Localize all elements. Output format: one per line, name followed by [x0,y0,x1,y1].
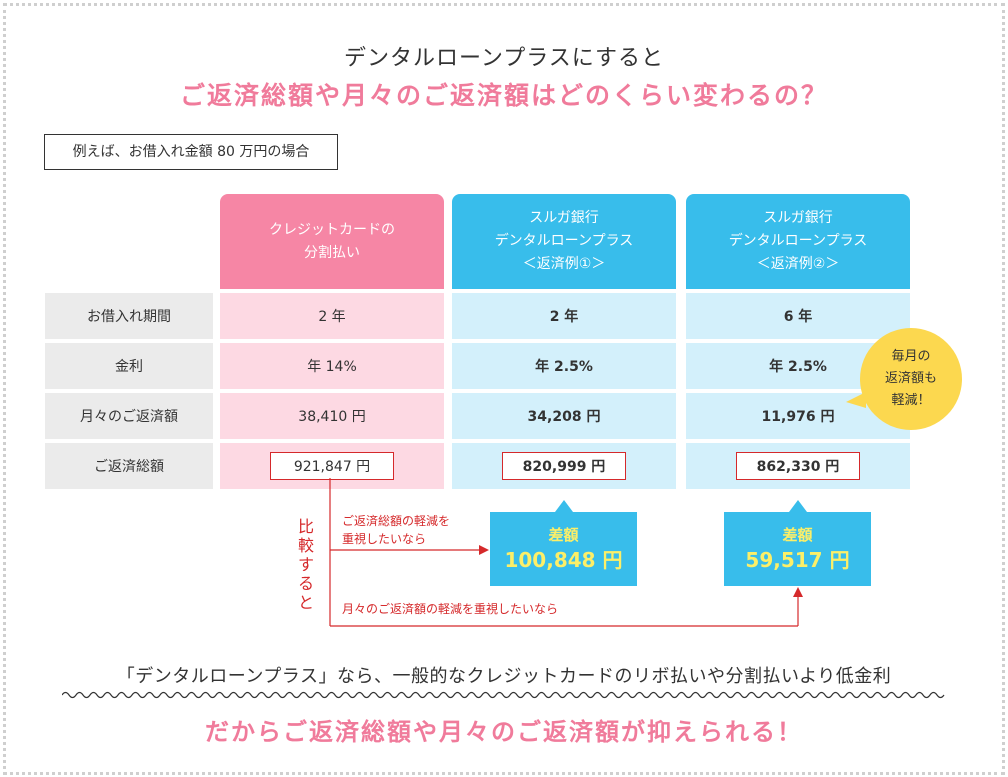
compare-char: す [297,555,314,574]
diff-box-1-tail [555,500,573,512]
difference-box-plan1: 差額 100,848 円 [490,512,637,586]
compare-char: 較 [297,536,314,555]
title-line2: ご返済総額や月々のご返済額はどのくらい変わるの？ [179,81,828,110]
compare-char: と [297,593,314,612]
monthly-reduction-bubble: 毎月の 返済額も 軽減！ [860,328,962,430]
cell-credit-monthly: 38,410 円 [220,393,444,439]
column-header-credit-card: クレジットカードの 分割払い [220,194,444,289]
cell-plan2-total: 862,330 円 [686,443,910,489]
column-header-line1: クレジットカードの [269,221,395,238]
column-header-line3: ＜返済例①＞ [522,256,606,272]
total-amount-box: 921,847 円 [270,452,394,480]
cell-plan1-total: 820,999 円 [452,443,676,489]
conclusion-line: だからご返済総額や月々のご返済額が抑えられる！ [205,718,803,746]
cell-credit-rate: 年 14% [220,343,444,389]
difference-label: 差額 [548,526,579,544]
difference-amount: 100,848 円 [504,548,623,572]
cell-credit-total: 921,847 円 [220,443,444,489]
difference-box-plan2: 差額 59,517 円 [724,512,871,586]
compare-char: 比 [297,517,314,536]
dotted-frame [3,3,1005,775]
cell-plan1-period: 2 年 [452,293,676,339]
arrow-head-up [793,587,803,597]
note-total-reduction: ご返済総額の軽減を 重視したいなら [342,512,450,548]
bubble-line3: 軽減！ [891,393,931,408]
bubble-line2: 返済額も [884,371,937,386]
column-header-plan-2: スルガ銀行 デンタルローンプラス ＜返済例②＞ [686,194,910,289]
note-total-line2: 重視したいなら [342,532,427,546]
wavy-divider [62,691,945,699]
note-monthly-reduction: 月々のご返済額の軽減を重視したいなら [342,602,559,616]
bubble-tail [846,392,866,408]
column-header-line3: ＜返済例②＞ [756,256,840,272]
summary-line: 「デンタルローンプラス」なら、一般的なクレジットカードのリボ払いや分割払いより低… [116,666,892,687]
cell-plan2-period: 6 年 [686,293,910,339]
compare-char: る [297,574,314,593]
compare-label-vertical: 比 較 す る と [296,517,316,612]
column-header-line2: デンタルローンプラス [728,233,868,249]
cell-credit-period: 2 年 [220,293,444,339]
cell-plan1-rate: 年 2.5% [452,343,676,389]
row-label-monthly: 月々のご返済額 [45,393,213,439]
total-amount-box: 862,330 円 [736,452,860,480]
column-header-line1: スルガ銀行 [763,210,833,226]
bubble-line1: 毎月の [891,349,931,364]
column-header-plan-1: スルガ銀行 デンタルローンプラス ＜返済例①＞ [452,194,676,289]
arrow-head-right [479,545,489,555]
difference-label: 差額 [782,526,813,544]
column-header-line2: 分割払い [304,244,360,261]
column-header-line2: デンタルローンプラス [494,233,634,249]
row-label-rate: 金利 [45,343,213,389]
note-total-line1: ご返済総額の軽減を [342,514,451,528]
example-note: 例えば、お借入れ金額 80 万円の場合 [44,134,338,170]
title-line1: デンタルローンプラスにすると [343,46,665,71]
row-label-period: お借入れ期間 [45,293,213,339]
difference-amount: 59,517 円 [745,548,850,572]
row-label-total: ご返済総額 [45,443,213,489]
cell-plan1-monthly: 34,208 円 [452,393,676,439]
column-header-line1: スルガ銀行 [529,210,599,226]
total-amount-box: 820,999 円 [502,452,626,480]
diff-box-2-tail [789,500,807,512]
